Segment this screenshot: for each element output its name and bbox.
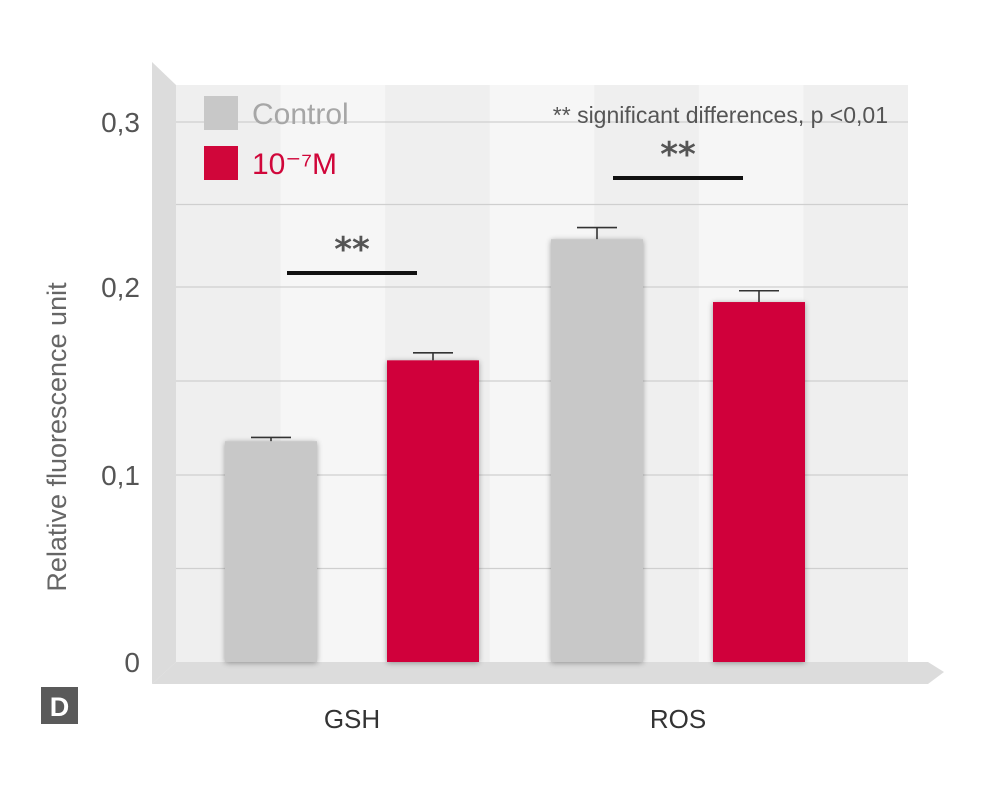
legend-swatch-treatment	[204, 146, 238, 180]
bar	[225, 441, 317, 662]
legend-label-control: Control	[252, 98, 349, 131]
significance-markers: ** **	[287, 135, 743, 275]
category-label: ROS	[650, 704, 706, 734]
panel-badge: D	[41, 687, 78, 724]
bars	[225, 226, 805, 662]
y-tick-label: 0,2	[101, 272, 140, 303]
y-tick-labels: 0 0,1 0,2 0,3	[101, 107, 140, 678]
significance-stars: **	[660, 135, 696, 175]
bar	[387, 360, 479, 662]
y-axis-wall	[152, 62, 176, 684]
x-axis-floor	[152, 662, 944, 684]
significance-stars: **	[334, 230, 370, 270]
legend-label-treatment: 10⁻⁷M	[252, 148, 337, 181]
significance-note: ** significant differences, p <0,01	[553, 102, 888, 128]
category-label: GSH	[324, 704, 380, 734]
bar	[551, 239, 643, 662]
y-tick-label: 0,1	[101, 460, 140, 491]
legend-swatch-control	[204, 96, 238, 130]
y-tick-label: 0	[124, 647, 140, 678]
legend: Control 10⁻⁷M	[204, 96, 349, 181]
panel-badge-box	[41, 687, 78, 724]
panel-letter: D	[50, 692, 70, 722]
y-tick-label: 0,3	[101, 107, 140, 138]
y-axis-label: Relative fluorescence unit	[42, 282, 72, 592]
bar	[713, 302, 805, 662]
category-labels: GSH ROS	[324, 704, 706, 734]
